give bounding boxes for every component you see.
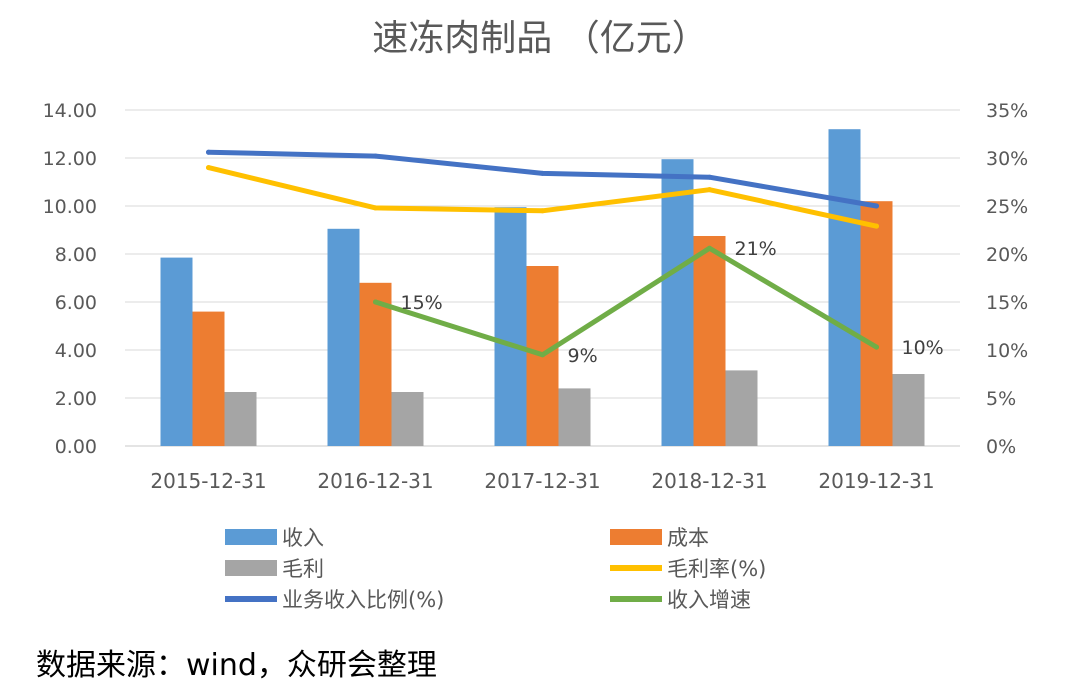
line-收入增速 [373,245,879,358]
point-收入增速 [373,299,378,305]
point-业务收入比例(%) [373,153,378,159]
bar-收入 [828,129,861,446]
legend-label: 收入 [282,526,324,550]
left-tick-label: 0.00 [55,436,97,458]
x-tick-label: 2015-12-31 [150,469,266,493]
point-毛利率(%) [874,223,879,229]
bar-收入 [160,257,193,446]
left-tick-label: 4.00 [55,340,97,362]
x-tick-label: 2018-12-31 [651,469,767,493]
right-tick-label: 30% [986,148,1028,170]
x-tick-label: 2017-12-31 [484,469,600,493]
point-业务收入比例(%) [874,203,879,209]
point-毛利率(%) [373,205,378,211]
legend-swatch [225,560,277,576]
left-tick-label: 14.00 [43,100,97,122]
x-tick-label: 2016-12-31 [317,469,433,493]
bar-毛利 [558,388,591,446]
bar-收入 [661,159,694,446]
bar-成本 [693,236,726,446]
legend-label: 毛利率(%) [667,557,766,581]
bar-毛利 [224,392,257,446]
left-tick-label: 12.00 [43,148,97,170]
legend-label: 收入增速 [667,588,751,612]
bar-成本 [860,201,893,446]
point-毛利率(%) [707,187,712,193]
right-tick-label: 0% [986,436,1016,458]
line-毛利率(%) [206,165,879,229]
line-业务收入比例(%) [206,149,879,209]
point-收入增速 [540,352,545,358]
bar-毛利 [892,374,925,446]
point-收入增速 [707,245,712,251]
right-tick-label: 5% [986,388,1016,410]
bars [160,129,925,446]
right-axis: 0% 5% 10% 15% 20% 25% 30% 35% [986,100,1028,458]
data-label: 9% [568,345,598,367]
point-业务收入比例(%) [707,174,712,180]
bar-收入 [494,207,527,446]
right-tick-label: 20% [986,244,1028,266]
chart-title: 速冻肉制品 （亿元） [372,18,707,59]
legend-label: 毛利 [282,557,324,581]
left-tick-label: 6.00 [55,292,97,314]
point-业务收入比例(%) [540,170,545,176]
data-label: 21% [735,238,777,260]
right-tick-label: 10% [986,340,1028,362]
left-tick-label: 8.00 [55,244,97,266]
bar-毛利 [391,392,424,446]
point-毛利率(%) [206,165,211,171]
right-tick-label: 25% [986,196,1028,218]
left-axis: 0.00 2.00 4.00 6.00 8.00 10.00 12.00 14.00 [43,100,97,458]
left-tick-label: 2.00 [55,388,97,410]
data-label: 10% [902,337,944,359]
bar-毛利 [725,370,758,446]
point-业务收入比例(%) [206,149,211,155]
left-tick-label: 10.00 [43,196,97,218]
lines: 15% 9% 21% 10% [206,149,944,367]
right-tick-label: 35% [986,100,1028,122]
legend-label: 成本 [667,526,709,550]
bar-成本 [192,311,225,446]
x-tick-label: 2019-12-31 [818,469,934,493]
bar-收入 [327,228,360,446]
source-note: 数据来源：wind，众研会整理 [36,648,437,683]
point-收入增速 [874,344,879,350]
legend-swatch [225,529,277,545]
bar-成本 [359,282,392,446]
right-tick-label: 15% [986,292,1028,314]
point-毛利率(%) [540,208,545,214]
legend-label: 业务收入比例(%) [282,588,444,612]
data-label: 15% [401,292,443,314]
x-axis: 2015-12-31 2016-12-31 2017-12-31 2018-12-31… [150,469,934,493]
legend-swatch [610,529,662,545]
